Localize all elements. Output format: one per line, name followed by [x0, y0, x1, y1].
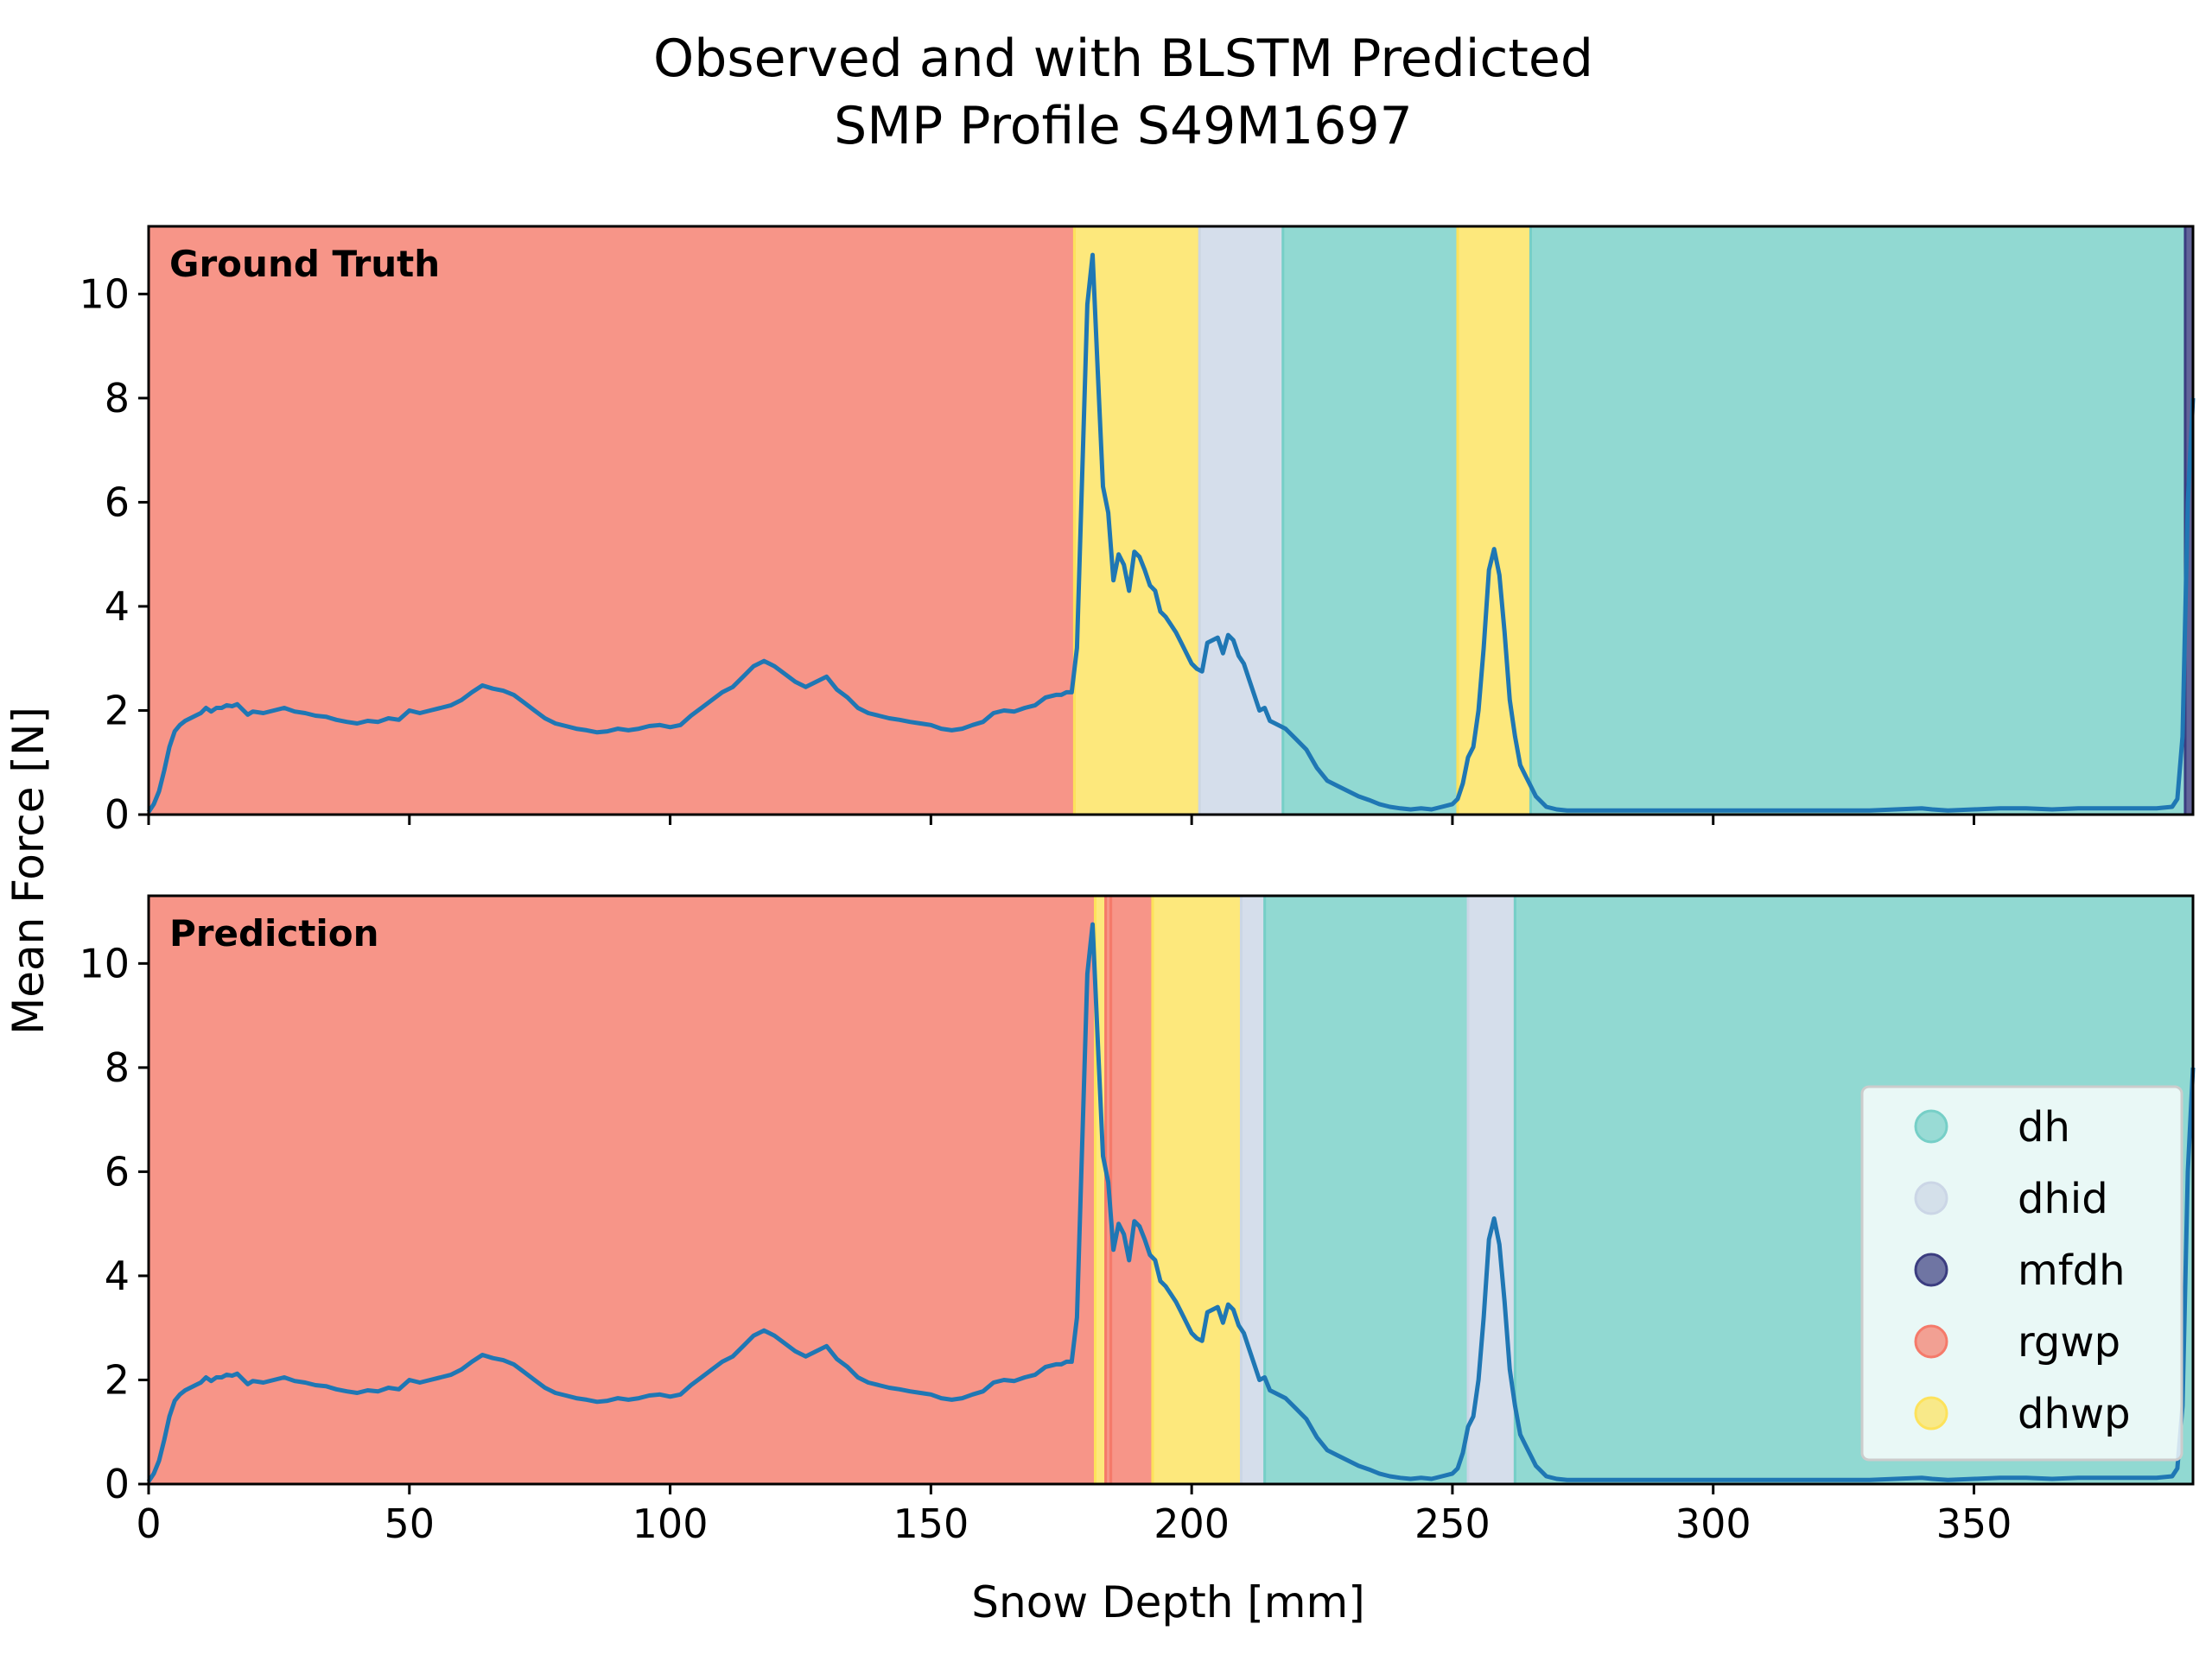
chart-title-line-2: SMP Profile S49M1697: [834, 96, 1413, 156]
segment-dh: [1263, 894, 1470, 1486]
x-tick-label: 100: [632, 1500, 709, 1547]
y-tick-label: 10: [79, 270, 130, 317]
legend-label-dhid: dhid: [2018, 1175, 2108, 1223]
y-tick-label: 8: [105, 1044, 130, 1091]
y-axis-label: Mean Force [N]: [3, 707, 54, 1035]
x-tick-label: 200: [1154, 1500, 1230, 1547]
segment-dhwp: [1456, 225, 1532, 816]
x-tick-label: 350: [1936, 1500, 2012, 1547]
legend-marker-mfdh: [1914, 1253, 1948, 1287]
legend-marker-dhwp: [1914, 1396, 1948, 1430]
legend-marker-dh: [1914, 1109, 1948, 1144]
legend: dh dhid mfdh rgwp dhwp: [1860, 1085, 2183, 1462]
y-tick-label: 8: [105, 375, 130, 422]
legend-box: [1860, 1085, 2183, 1462]
y-tick-label: 0: [105, 1461, 130, 1507]
segment-dhid: [1239, 894, 1267, 1486]
legend-label-dh: dh: [2018, 1103, 2070, 1151]
y-tick-label: 6: [105, 1148, 130, 1195]
legend-marker-rgwp: [1914, 1324, 1948, 1359]
panel-label: Prediction: [169, 912, 379, 955]
x-tick-label: 300: [1675, 1500, 1751, 1547]
x-tick-label: 50: [385, 1500, 435, 1547]
y-tick-label: 2: [105, 687, 130, 733]
panel-label: Ground Truth: [169, 243, 440, 285]
y-tick-label: 2: [105, 1356, 130, 1403]
force-line: [146, 252, 2196, 814]
segment-dhid: [1198, 225, 1285, 816]
y-tick-label: 4: [105, 1253, 130, 1299]
axes-frame: [147, 894, 2195, 1486]
x-tick-label: 250: [1414, 1500, 1491, 1547]
y-tick-label: 6: [105, 479, 130, 525]
y-tick-label: 10: [79, 940, 130, 986]
legend-label-rgwp: rgwp: [2018, 1318, 2120, 1367]
force-line: [146, 922, 2196, 1483]
segment-dhwp: [1151, 894, 1243, 1486]
legend-label-dhwp: dhwp: [2018, 1390, 2131, 1438]
segment-rgwp: [147, 225, 1076, 816]
segment-dh: [1529, 225, 2187, 816]
legend-label-mfdh: mfdh: [2018, 1246, 2126, 1295]
segment-dh: [1281, 225, 1459, 816]
panel-0: 0 2 4 6 8 10 Ground Truth: [79, 225, 2196, 838]
segment-rgwp: [147, 894, 1096, 1486]
x-tick-label: 0: [136, 1500, 161, 1547]
axes-frame: [147, 225, 2195, 816]
y-tick-label: 4: [105, 583, 130, 630]
segment-rgwp: [1109, 894, 1154, 1486]
chart-title-line-1: Observed and with BLSTM Predicted: [653, 29, 1593, 89]
x-axis-label: Snow Depth [mm]: [971, 1577, 1364, 1627]
legend-marker-dhid: [1914, 1181, 1948, 1215]
y-tick-label: 0: [105, 791, 130, 838]
x-tick-label: 150: [893, 1500, 969, 1547]
